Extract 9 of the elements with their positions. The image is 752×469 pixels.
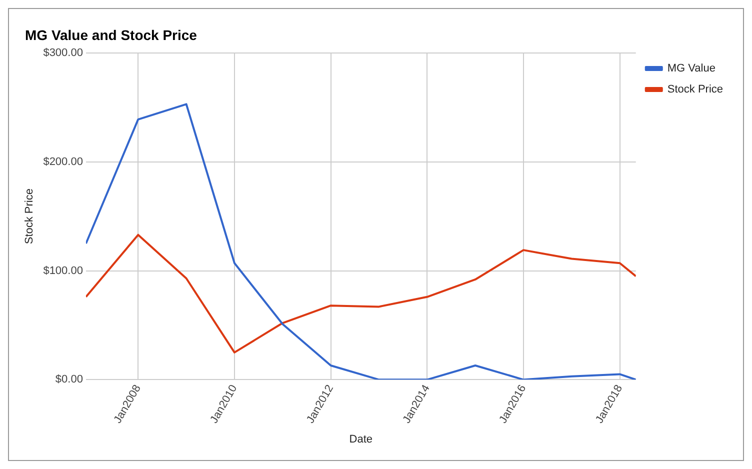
x-axis-title: Date — [349, 433, 373, 446]
y-tick-label: $0.00 — [55, 374, 83, 386]
y-tick-label: $300.00 — [43, 47, 83, 60]
legend-label: Stock Price — [667, 84, 724, 96]
legend-label: MG Value — [667, 62, 716, 75]
y-tick-label: $200.00 — [43, 156, 83, 168]
y-tick-label: $100.00 — [43, 264, 83, 277]
y-axis-title: Stock Price — [24, 188, 36, 244]
chart-title: MG Value and Stock Price — [25, 26, 198, 43]
